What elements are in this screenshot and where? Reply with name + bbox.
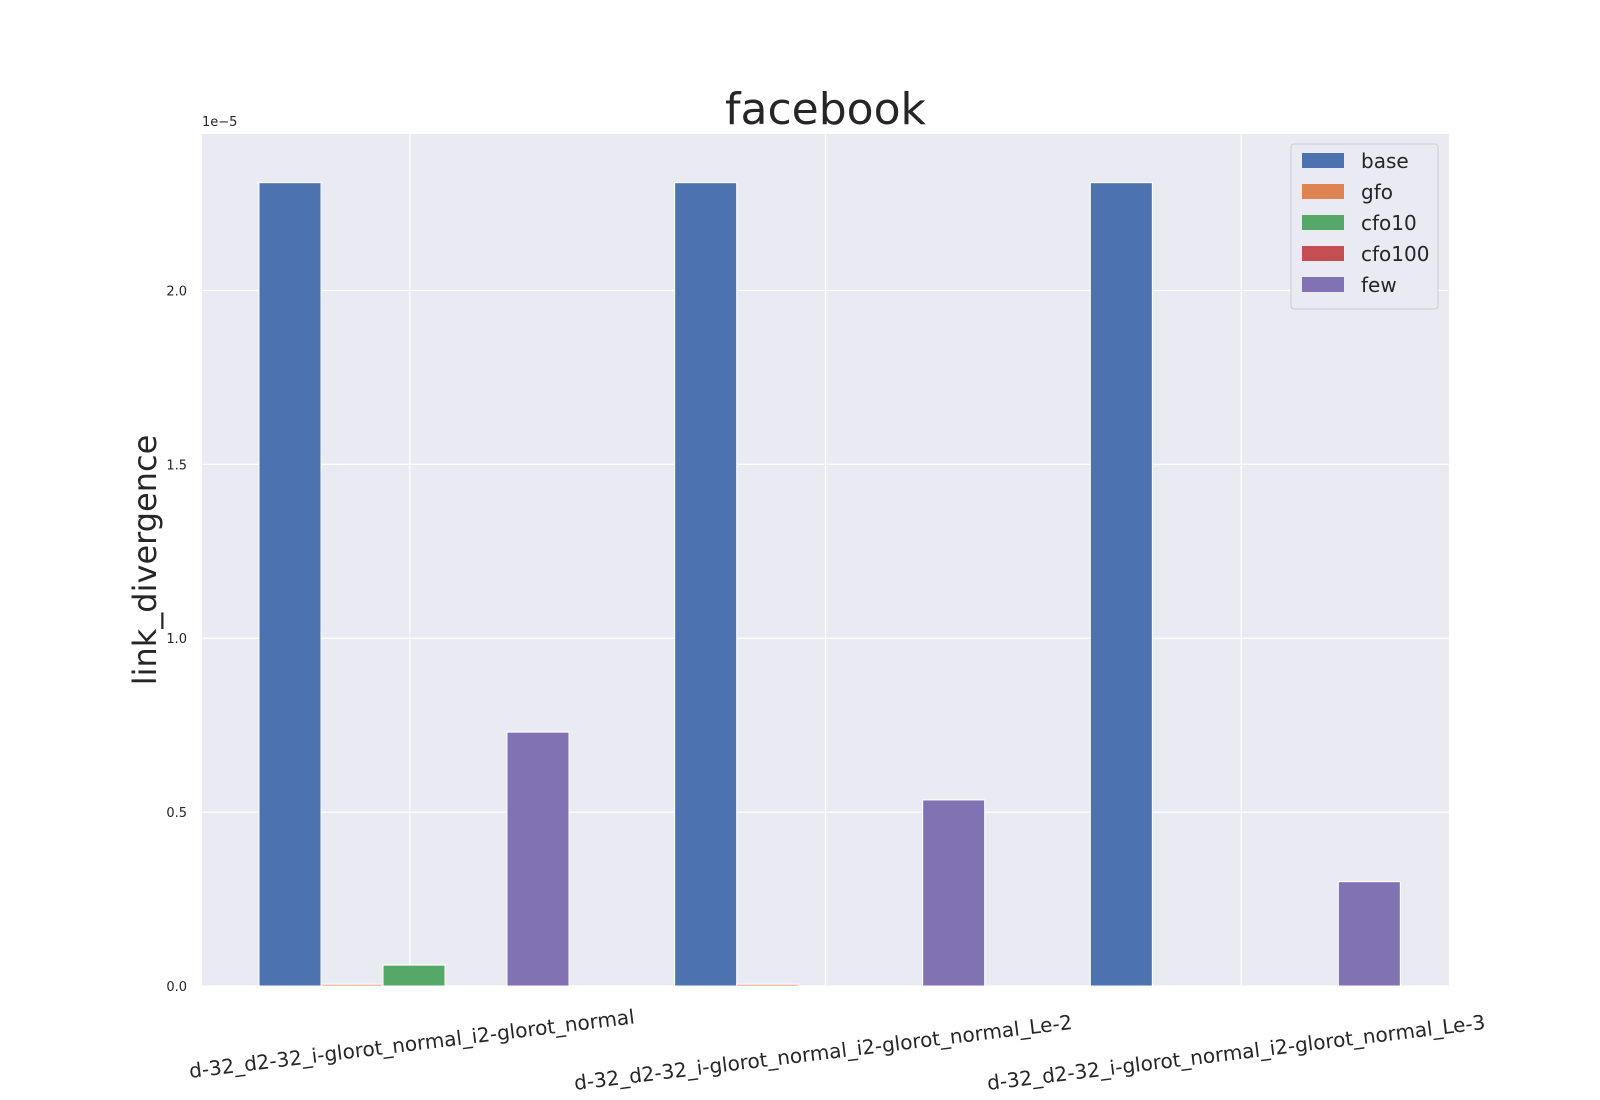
bar-few (506, 731, 570, 987)
bar-base (258, 182, 322, 987)
y-axis-ticks: 0.0 0.5 1.0 1.5 2.0 (166, 284, 187, 995)
y-tick-label: 0.0 (166, 980, 187, 995)
legend-label-cfo10: cfo10 (1361, 211, 1417, 235)
legend-label-few: few (1361, 273, 1397, 297)
bar-few (922, 799, 986, 987)
legend-swatch-base (1302, 153, 1344, 168)
bar-few (1337, 881, 1401, 987)
bar-base (674, 182, 738, 987)
legend-label-cfo100: cfo100 (1361, 242, 1429, 266)
x-tick-label: d-32_d2-32_i-glorot_normal_i2-glorot_nor… (188, 1004, 636, 1082)
x-axis-categories: d-32_d2-32_i-glorot_normal_i2-glorot_nor… (188, 1004, 1487, 1094)
chart-title: facebook (725, 84, 926, 135)
bar-base (1089, 182, 1153, 987)
bar-gfo (320, 983, 384, 987)
bars (258, 182, 1401, 987)
y-axis-label: link_divergence (126, 435, 164, 686)
legend-label-base: base (1361, 149, 1409, 173)
legend-swatch-cfo10 (1302, 215, 1344, 230)
y-tick-label: 0.5 (166, 806, 187, 821)
legend: base gfo cfo10 cfo100 few (1290, 143, 1439, 310)
y-axis-offset-label: 1e−5 (202, 115, 237, 130)
y-tick-label: 2.0 (166, 284, 187, 299)
bar-gfo (736, 983, 800, 987)
y-tick-label: 1.0 (166, 632, 187, 647)
y-tick-label: 1.5 (166, 458, 187, 473)
legend-label-gfo: gfo (1361, 180, 1393, 204)
legend-swatch-few (1302, 277, 1344, 292)
bar-cfo10 (382, 964, 446, 987)
legend-swatch-gfo (1302, 184, 1344, 199)
legend-swatch-cfo100 (1302, 246, 1344, 261)
